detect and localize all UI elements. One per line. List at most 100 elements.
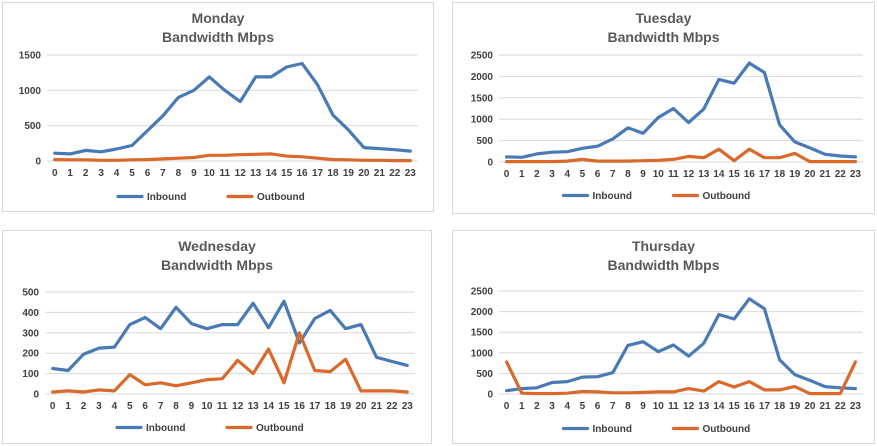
chart-panel-monday: Monday Bandwidth Mbps 0 500 1000 1500 0 1 2 3 4 5 6 7…: [2, 2, 434, 212]
x-tick-label: 19: [789, 169, 801, 180]
chart-panel-wednesday: Wednesday Bandwidth Mbps 0 100 200 300 400 500 0…: [2, 230, 432, 444]
x-tick-label: 17: [759, 169, 771, 180]
x-tick-label: 18: [774, 169, 786, 180]
y-tick-label: 1000: [19, 86, 42, 97]
x-tick-label: 5: [580, 169, 586, 180]
x-tick-label: 19: [340, 401, 352, 412]
x-tick-label: 9: [191, 168, 197, 179]
x-tick-label: 23: [850, 401, 862, 412]
y-tick-label: 500: [24, 121, 41, 132]
x-tick-label: 17: [759, 401, 771, 412]
x-tick-label: 22: [835, 169, 847, 180]
x-tick-label: 14: [266, 168, 278, 179]
series-line-outbound: [504, 360, 857, 396]
x-tick-label: 2: [81, 401, 87, 412]
x-tick-label: 15: [729, 169, 741, 180]
x-tick-label: 5: [129, 168, 135, 179]
x-tick-label: 2: [534, 401, 540, 412]
y-tick-label: 1000: [471, 348, 494, 359]
legend-label-outbound: Outbound: [256, 423, 304, 434]
x-tick-label: 1: [67, 168, 73, 179]
x-tick-label: 21: [820, 169, 832, 180]
x-tick-label: 15: [729, 401, 741, 412]
y-tick-label: 500: [22, 288, 39, 299]
x-tick-label: 4: [114, 168, 120, 179]
x-tick-label: 21: [820, 401, 832, 412]
x-tick-label: 2: [534, 169, 540, 180]
x-tick-label: 3: [549, 401, 555, 412]
x-tick-label: 8: [625, 401, 631, 412]
x-tick-label: 10: [204, 168, 216, 179]
series-line-inbound: [53, 61, 412, 156]
x-tick-label: 12: [235, 168, 247, 179]
x-tick-label: 20: [804, 401, 816, 412]
x-tick-label: 11: [668, 169, 679, 180]
x-tick-label: 23: [850, 169, 862, 180]
x-tick-label: 5: [580, 401, 586, 412]
x-tick-label: 9: [189, 401, 195, 412]
y-tick-label: 0: [487, 390, 493, 401]
chart-panel-tuesday: Tuesday Bandwidth Mbps 0 500 1000 1500 2000 250…: [452, 2, 875, 214]
x-tick-label: 7: [160, 168, 166, 179]
x-tick-label: 2: [83, 168, 89, 179]
x-tick-label: 0: [504, 401, 510, 412]
x-tick-label: 20: [355, 401, 367, 412]
legend-label-outbound: Outbound: [703, 424, 751, 435]
x-tick-label: 18: [774, 401, 786, 412]
y-tick-label: 2500: [471, 287, 494, 298]
x-tick-label: 6: [595, 169, 601, 180]
legend-label-outbound: Outbound: [703, 191, 751, 202]
y-tick-label: 1000: [471, 115, 494, 126]
y-tick-label: 0: [487, 158, 493, 169]
x-tick-label: 16: [744, 169, 756, 180]
x-tick-label: 16: [744, 401, 756, 412]
x-tick-label: 14: [263, 401, 275, 412]
x-tick-label: 17: [312, 168, 324, 179]
y-tick-label: 500: [476, 369, 493, 380]
x-tick-label: 13: [250, 168, 262, 179]
x-tick-label: 6: [142, 401, 148, 412]
x-tick-label: 10: [653, 169, 665, 180]
x-tick-label: 22: [386, 401, 398, 412]
chart-subtitle: Bandwidth Mbps: [162, 29, 274, 45]
x-tick-label: 15: [281, 168, 293, 179]
x-tick-label: 7: [610, 401, 616, 412]
x-tick-label: 4: [564, 169, 570, 180]
x-tick-label: 12: [232, 401, 244, 412]
x-tick-label: 4: [564, 401, 570, 412]
x-tick-label: 13: [248, 401, 260, 412]
series-line-inbound: [51, 299, 409, 373]
x-tick-label: 13: [698, 401, 710, 412]
x-tick-label: 1: [65, 401, 71, 412]
x-tick-label: 0: [504, 169, 510, 180]
y-tick-label: 2500: [471, 51, 494, 62]
x-tick-label: 6: [145, 168, 151, 179]
legend-label-inbound: Inbound: [593, 191, 632, 202]
x-tick-label: 14: [713, 169, 725, 180]
x-tick-label: 8: [625, 169, 631, 180]
y-tick-label: 200: [22, 349, 39, 360]
x-tick-label: 18: [325, 401, 337, 412]
x-tick-label: 3: [98, 168, 104, 179]
x-tick-label: 12: [683, 401, 695, 412]
x-tick-label: 7: [158, 401, 164, 412]
y-tick-label: 1500: [471, 328, 494, 339]
y-tick-label: 1500: [19, 51, 42, 62]
legend-label-outbound: Outbound: [257, 192, 305, 203]
x-tick-label: 20: [358, 168, 370, 179]
x-tick-label: 9: [640, 401, 646, 412]
series-line-inbound: [504, 61, 857, 159]
legend-label-inbound: Inbound: [146, 423, 185, 434]
x-tick-label: 6: [595, 401, 601, 412]
legend-label-inbound: Inbound: [147, 192, 186, 203]
y-tick-label: 400: [22, 308, 39, 319]
chart-subtitle: Bandwidth Mbps: [608, 257, 720, 273]
x-tick-label: 5: [127, 401, 133, 412]
x-tick-label: 1: [519, 169, 525, 180]
x-tick-label: 21: [371, 401, 383, 412]
x-tick-label: 4: [112, 401, 118, 412]
x-tick-label: 3: [96, 401, 102, 412]
x-tick-label: 23: [405, 168, 417, 179]
